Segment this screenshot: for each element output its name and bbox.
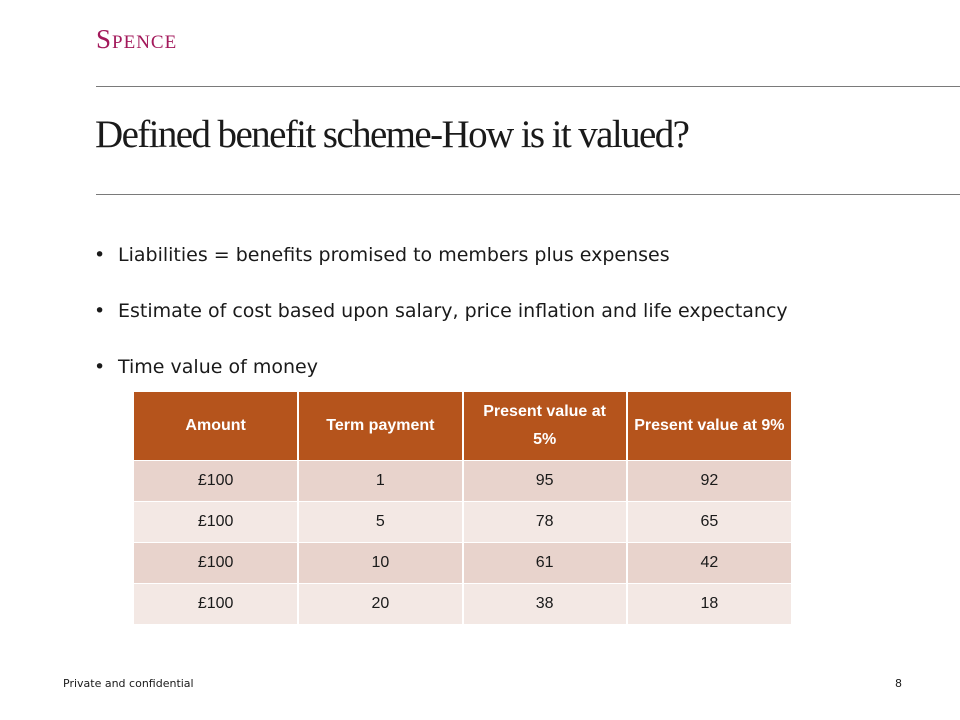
slide-title: Defined benefit scheme-How is it valued?: [95, 113, 690, 156]
table-row: £100 1 95 92: [134, 460, 791, 502]
bullet-text: Time value of money: [118, 356, 318, 378]
cell-amount: £100: [134, 542, 300, 584]
cell-pv-5: 78: [462, 501, 628, 543]
column-header-amount: Amount: [134, 392, 300, 461]
cell-term: 1: [298, 460, 464, 502]
table-row: £100 5 78 65: [134, 501, 791, 543]
title-bottom-divider: [96, 194, 960, 195]
page-number: 8: [895, 677, 902, 690]
confidentiality-notice: Private and confidential: [63, 677, 194, 690]
cell-pv-5: 95: [462, 460, 628, 502]
cell-amount: £100: [134, 583, 300, 624]
bullet-item: • Liabilities = benefits promised to mem…: [94, 240, 788, 296]
cell-pv-9: 18: [626, 583, 791, 624]
bullet-marker: •: [94, 356, 106, 378]
table-header-row: Amount Term payment Present value at 5% …: [134, 392, 791, 461]
table-row: £100 20 38 18: [134, 583, 791, 624]
bullet-marker: •: [94, 244, 106, 266]
table-row: £100 10 61 42: [134, 542, 791, 584]
cell-pv-9: 65: [626, 501, 791, 543]
bullet-item: • Estimate of cost based upon salary, pr…: [94, 296, 788, 352]
title-top-divider: [96, 86, 960, 87]
cell-amount: £100: [134, 460, 300, 502]
cell-pv-5: 61: [462, 542, 628, 584]
cell-term: 5: [298, 501, 464, 543]
cell-amount: £100: [134, 501, 300, 543]
cell-pv-5: 38: [462, 583, 628, 624]
column-header-present-value-9: Present value at 9%: [626, 392, 791, 461]
cell-pv-9: 42: [626, 542, 791, 584]
column-header-term-payment: Term payment: [298, 392, 464, 461]
cell-term: 10: [298, 542, 464, 584]
present-value-table: Amount Term payment Present value at 5% …: [134, 392, 791, 624]
column-header-present-value-5: Present value at 5%: [462, 392, 628, 461]
cell-pv-9: 92: [626, 460, 791, 502]
bullet-text: Liabilities = benefits promised to membe…: [118, 244, 670, 266]
bullet-item: • Time value of money: [94, 352, 788, 408]
bullet-text: Estimate of cost based upon salary, pric…: [118, 300, 788, 322]
cell-term: 20: [298, 583, 464, 624]
bullet-marker: •: [94, 300, 106, 322]
bullet-list: • Liabilities = benefits promised to mem…: [94, 240, 788, 408]
spence-logo: Spence: [96, 24, 178, 54]
